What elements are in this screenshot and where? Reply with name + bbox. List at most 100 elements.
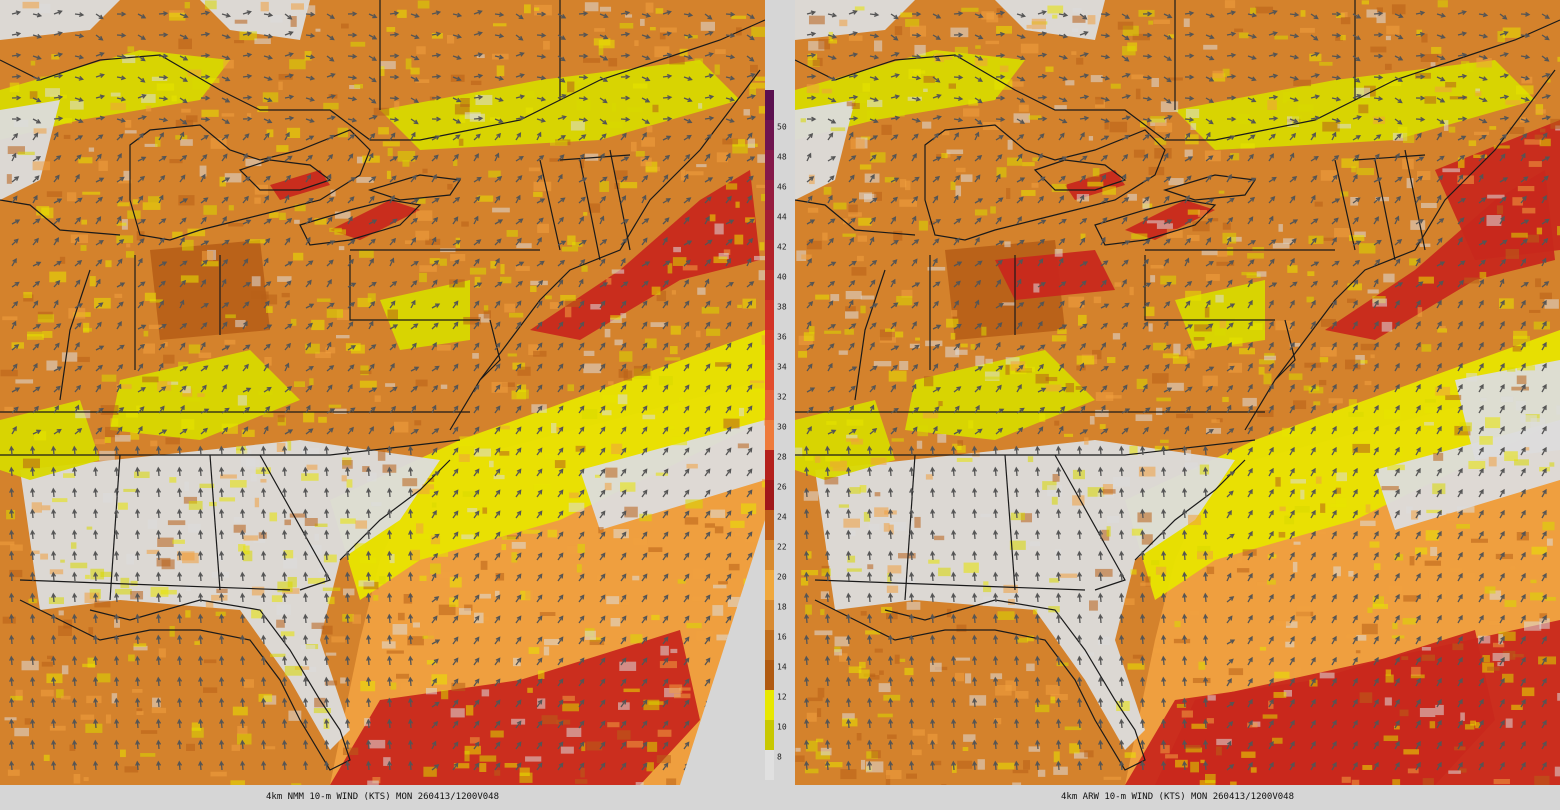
map-boundary <box>259 454 331 591</box>
map-boundary <box>609 149 631 251</box>
colorbar-label: 38 <box>777 303 787 312</box>
colorbar-label: 30 <box>777 423 787 432</box>
colorbar-label: 32 <box>777 393 787 402</box>
colorbar-swatch <box>765 720 774 751</box>
wind-speed-region <box>380 60 740 150</box>
colorbar-swatch <box>765 300 774 331</box>
colorbar-label: 34 <box>777 363 787 372</box>
nmm-wind-map <box>0 0 765 785</box>
map-boundary <box>109 454 121 601</box>
wind-speed-region <box>20 440 440 750</box>
map-boundary <box>0 439 461 456</box>
wind-speed-region <box>330 630 700 785</box>
colorbar-swatch <box>765 510 774 541</box>
map-boundary <box>1354 154 1426 161</box>
map-boundary <box>579 159 601 261</box>
wind-speed-region <box>1175 60 1535 150</box>
colorbar-swatch <box>765 600 774 631</box>
colorbar-swatch <box>765 570 774 601</box>
wind-speed-region <box>580 420 765 530</box>
map-boundary <box>904 454 916 601</box>
map-boundary <box>59 269 91 401</box>
map-boundary <box>539 159 561 251</box>
wind-speed-region <box>0 0 120 40</box>
map-boundary <box>449 69 761 431</box>
map-boundary <box>1274 319 1296 381</box>
wind-speed-colorbar: 50 48 46 44 42 40 38 36 34 32 30 28 26 24 22 20 18 16 14 12… <box>765 90 787 780</box>
colorbar-label: 12 <box>777 693 787 702</box>
colorbar-swatch <box>765 390 774 421</box>
colorbar-label: 44 <box>777 213 787 222</box>
wind-speed-region <box>150 240 270 340</box>
colorbar-swatch <box>765 750 774 780</box>
map-boundary <box>1244 69 1556 431</box>
colorbar-swatch <box>765 210 774 241</box>
colorbar-label: 10 <box>777 723 787 732</box>
wind-speed-region <box>270 170 330 200</box>
wind-speed-region <box>1455 360 1560 460</box>
nmm-caption: 4km NMM 10-m WIND (KTS) MON 260413/1200V… <box>266 792 499 802</box>
colorbar-label: 20 <box>777 573 787 582</box>
colorbar-label: 14 <box>777 663 787 672</box>
map-boundary <box>0 199 121 236</box>
map-boundary <box>479 319 501 381</box>
wind-speed-region <box>380 280 470 350</box>
colorbar-label: 28 <box>777 453 787 462</box>
map-boundary <box>854 269 886 401</box>
colorbar-swatch <box>765 690 774 721</box>
map-boundary <box>129 124 371 241</box>
map-boundary <box>299 199 422 246</box>
wind-speed-region <box>200 0 310 40</box>
colorbar-label: 36 <box>777 333 787 342</box>
map-boundary <box>19 579 291 591</box>
colorbar-swatch <box>765 480 774 511</box>
colorbar-swatch <box>765 90 774 121</box>
wind-speed-region <box>795 0 915 40</box>
arw-wind-map <box>795 0 1560 785</box>
map-boundary <box>0 19 765 141</box>
map-boundary <box>1004 454 1016 591</box>
map-boundary <box>1163 174 1257 201</box>
colorbar-swatch <box>765 270 774 301</box>
colorbar-label: 24 <box>777 513 787 522</box>
map-boundary <box>924 124 1166 241</box>
colorbar-label: 18 <box>777 603 787 612</box>
colorbar-swatch <box>765 450 774 481</box>
map-boundary <box>1404 149 1426 251</box>
colorbar-label: 22 <box>777 543 787 552</box>
colorbar-swatch <box>765 630 774 661</box>
wind-vectors <box>9 10 757 771</box>
map-boundary <box>559 154 631 161</box>
map-boundary <box>1334 159 1356 251</box>
colorbar-label: 26 <box>777 483 787 492</box>
map-boundary <box>795 439 1256 456</box>
colorbar-swatch <box>765 660 774 691</box>
colorbar-swatch <box>765 240 774 271</box>
arw-caption: 4km ARW 10-m WIND (KTS) MON 260413/1200V… <box>1061 792 1294 802</box>
wind-speed-region <box>110 350 300 440</box>
map-boundary <box>795 19 1560 141</box>
wind-vectors <box>804 10 1552 771</box>
colorbar-swatch <box>765 540 774 571</box>
wind-speed-region <box>905 350 1095 440</box>
map-boundary <box>349 255 480 321</box>
map-boundary <box>1094 199 1217 246</box>
map-boundary <box>368 174 462 201</box>
map-boundary <box>1054 454 1126 591</box>
map-boundary <box>209 454 221 591</box>
map-boundary <box>19 599 351 771</box>
domain-edge <box>680 520 765 785</box>
colorbar-swatch <box>765 150 774 181</box>
map-boundary <box>1144 255 1275 321</box>
wind-speed-region <box>330 330 765 600</box>
colorbar-label: 8 <box>777 753 782 762</box>
colorbar-label: 48 <box>777 153 787 162</box>
nmm-panel: 4km NMM 10-m WIND (KTS) MON 260413/1200V… <box>0 0 765 810</box>
arw-panel: 4km ARW 10-m WIND (KTS) MON 260413/1200V… <box>795 0 1560 810</box>
colorbar-label: 16 <box>777 633 787 642</box>
wind-speed-region <box>1435 120 1560 260</box>
colorbar-swatch <box>765 360 774 391</box>
wind-speed-region <box>530 170 760 340</box>
map-boundary <box>795 199 916 236</box>
colorbar-swatch <box>765 120 774 151</box>
